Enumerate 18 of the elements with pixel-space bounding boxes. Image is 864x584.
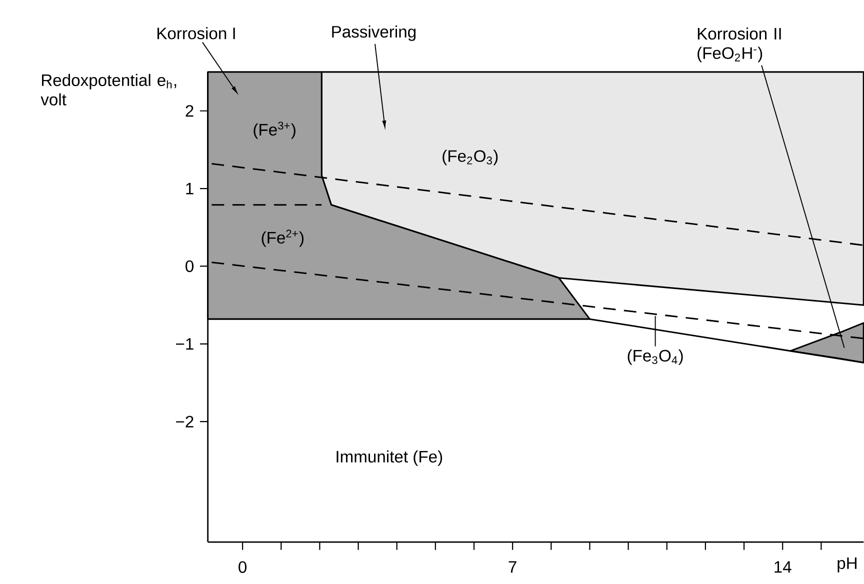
y-tick-label: 1 bbox=[186, 182, 194, 194]
annotation: (Fe$^{3+}$) bbox=[254, 122, 296, 140]
y-tick-label: 0 bbox=[186, 260, 194, 272]
annotation: (Fe$^{2+}$) bbox=[262, 230, 304, 247]
x-axis-title: pH bbox=[838, 558, 856, 572]
y-tick-label: 2 bbox=[186, 105, 194, 117]
x-tick-label: 14 bbox=[774, 561, 792, 573]
annotation: (Fe$_{2}$O$_{3}$) bbox=[442, 150, 498, 166]
x-tick-label: 0 bbox=[238, 561, 247, 574]
text: Redoxpotential e$_{h}$, volt bbox=[40, 74, 176, 106]
text: Passivering bbox=[332, 26, 416, 42]
y-tick-label: −1 bbox=[176, 338, 194, 350]
y-tick-label: −2 bbox=[176, 416, 194, 428]
annotation: (Fe$_{3}$O$_{4}$) bbox=[628, 350, 683, 365]
annotation: Immunitet (Fe) bbox=[336, 450, 442, 466]
text: Korrosion II (FeO$_{2}$H$^{-}$) bbox=[698, 28, 781, 62]
x-tick-label: 7 bbox=[508, 561, 516, 573]
text: Korrosion I bbox=[157, 27, 235, 40]
